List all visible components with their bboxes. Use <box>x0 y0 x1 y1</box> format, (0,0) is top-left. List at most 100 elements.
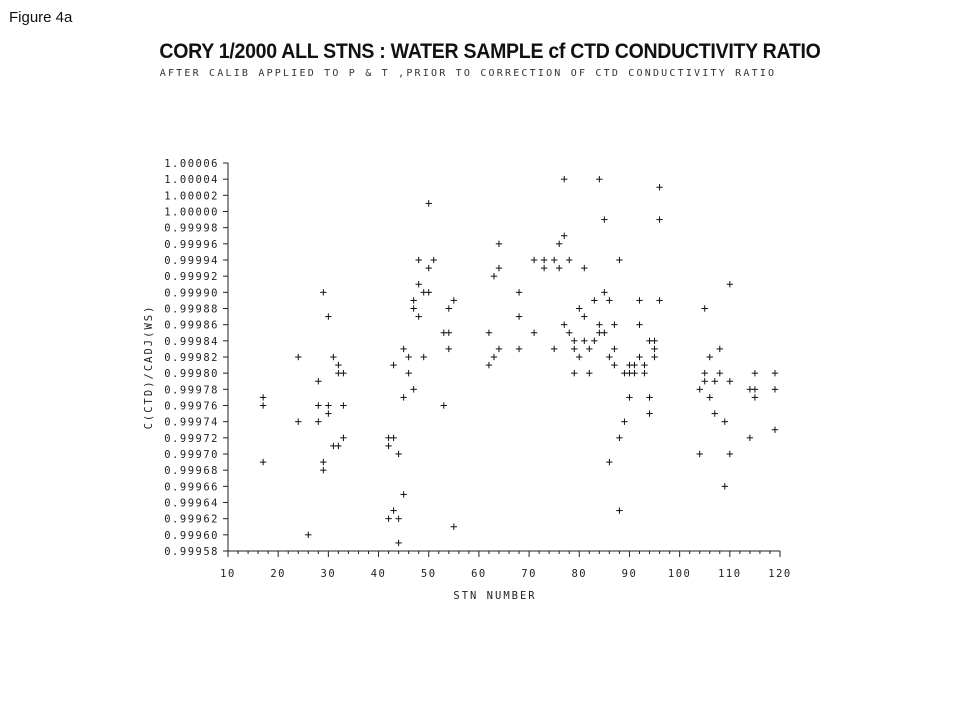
data-point <box>711 378 718 385</box>
data-point <box>495 345 503 353</box>
data-point <box>611 345 618 353</box>
data-point <box>485 329 493 336</box>
data-point <box>385 442 392 450</box>
data-point <box>641 369 648 377</box>
data-point <box>601 216 608 223</box>
figure-label: Figure 4a <box>9 9 73 26</box>
y-tick-label: 0.99990 <box>164 287 219 299</box>
data-point <box>651 337 658 345</box>
data-point <box>495 264 503 272</box>
data-point <box>636 321 643 328</box>
data-point <box>405 353 412 361</box>
data-point <box>641 361 648 369</box>
y-tick-label: 0.99958 <box>164 546 219 558</box>
data-point <box>330 353 337 361</box>
data-point <box>751 394 759 401</box>
data-point <box>325 410 332 417</box>
data-point <box>626 394 633 401</box>
data-point <box>410 305 417 312</box>
data-point <box>295 353 302 361</box>
data-point <box>696 450 703 458</box>
data-point <box>445 345 452 353</box>
data-point <box>415 313 422 320</box>
y-tick-label: 0.99982 <box>164 352 219 364</box>
y-tick-label: 0.99992 <box>164 271 219 283</box>
data-point <box>721 418 728 425</box>
x-axis-ticks: 10 20 30 40 50 60 70 80 90 100 110 120 <box>220 551 790 580</box>
y-tick-label: 1.00006 <box>164 158 219 170</box>
data-point <box>400 345 407 353</box>
data-point <box>711 410 718 417</box>
x-tick-label: 90 <box>622 568 638 580</box>
data-point <box>385 515 392 522</box>
data-point <box>325 402 332 409</box>
x-tick-label: 100 <box>668 568 691 580</box>
data-point <box>550 256 558 264</box>
data-point <box>325 313 332 320</box>
data-point <box>295 418 302 425</box>
data-point <box>515 313 523 320</box>
data-point <box>586 345 593 353</box>
data-point <box>405 369 412 377</box>
data-point <box>320 289 327 296</box>
x-tick-label: 50 <box>421 568 437 580</box>
data-point <box>425 264 432 272</box>
data-point <box>751 386 759 393</box>
data-point <box>631 361 638 369</box>
y-tick-label: 0.99996 <box>164 239 219 251</box>
data-point <box>410 297 417 304</box>
data-point <box>581 337 588 345</box>
data-point <box>771 369 779 377</box>
data-point <box>566 329 573 336</box>
data-point <box>410 386 417 393</box>
chart-subtitle: AFTER CALIB APPLIED TO P & T ,PRIOR TO C… <box>159 68 777 79</box>
y-tick-label: 1.00002 <box>164 190 219 202</box>
data-point <box>450 523 458 530</box>
data-point <box>445 329 452 336</box>
y-tick-label: 1.00004 <box>164 174 219 186</box>
y-tick-label: 0.99988 <box>164 304 219 316</box>
data-point <box>495 240 503 248</box>
data-point <box>320 466 327 474</box>
data-point <box>631 369 638 377</box>
data-points <box>259 175 779 547</box>
x-tick-label: 20 <box>270 568 286 580</box>
data-point <box>601 329 608 336</box>
data-point <box>390 434 397 442</box>
data-point <box>616 256 623 264</box>
data-point <box>335 361 342 369</box>
y-tick-label: 0.99998 <box>164 223 219 235</box>
data-point <box>390 361 397 369</box>
y-tick-label: 0.99966 <box>164 481 219 493</box>
data-point <box>335 442 342 450</box>
data-point <box>771 386 779 393</box>
data-point <box>651 345 658 353</box>
data-point <box>611 321 618 328</box>
data-point <box>400 491 407 498</box>
data-point <box>651 353 658 361</box>
data-point <box>540 256 548 264</box>
data-point <box>596 321 603 328</box>
data-point <box>591 297 598 304</box>
data-point <box>721 483 728 490</box>
y-tick-label: 0.99974 <box>164 417 219 429</box>
data-point <box>591 337 598 345</box>
data-point <box>415 256 422 264</box>
data-point <box>425 200 432 207</box>
data-point <box>340 402 347 409</box>
y-tick-label: 1.00000 <box>164 207 219 219</box>
data-point <box>540 264 548 272</box>
data-point <box>561 175 568 183</box>
data-point <box>515 289 523 296</box>
data-point <box>490 272 498 280</box>
y-tick-label: 0.99978 <box>164 384 219 396</box>
data-point <box>390 507 397 514</box>
data-point <box>400 394 407 401</box>
data-point <box>706 394 713 401</box>
data-point <box>566 256 573 264</box>
data-point <box>259 394 267 401</box>
x-tick-label: 110 <box>718 568 741 580</box>
data-point <box>556 264 563 272</box>
data-point <box>395 515 402 522</box>
